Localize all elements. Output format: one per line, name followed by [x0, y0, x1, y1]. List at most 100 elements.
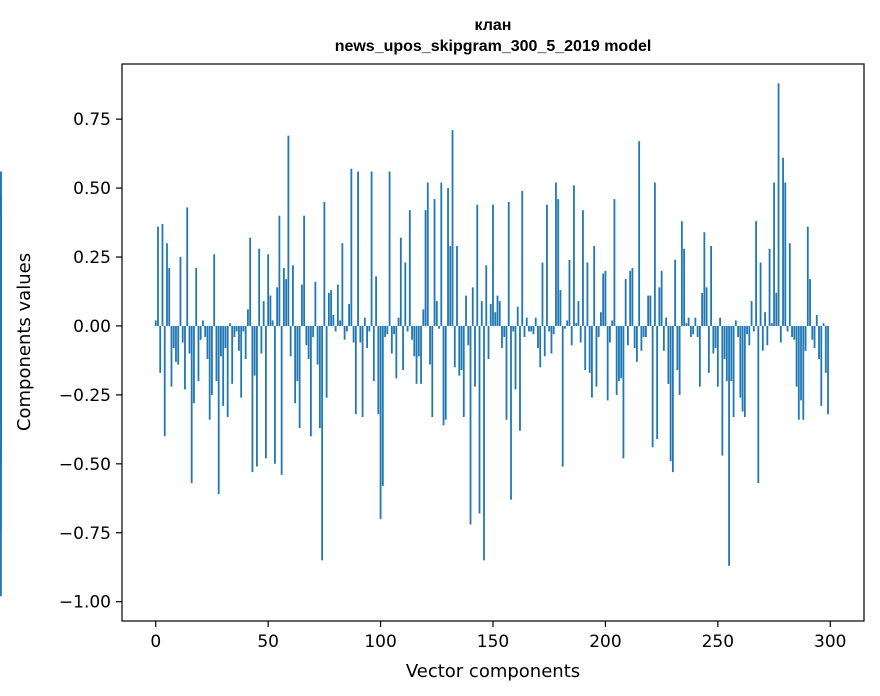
bar-223 — [656, 325, 659, 440]
bar-32 — [226, 325, 229, 417]
bar-218 — [645, 325, 647, 337]
bar-116 — [415, 325, 418, 384]
bar-160 — [514, 325, 517, 390]
bar-78 — [330, 290, 333, 326]
bar-67 — [305, 325, 308, 346]
bar-101 — [381, 325, 384, 486]
bar-206 — [618, 325, 620, 382]
bar-191 — [584, 325, 587, 371]
bar-61 — [291, 265, 294, 326]
bar-22 — [204, 325, 207, 337]
bar-241 — [696, 325, 699, 337]
bar-140 — [469, 325, 472, 525]
bar-91 — [359, 325, 362, 343]
bar-83 — [341, 243, 344, 326]
bar-9 — [175, 325, 177, 362]
chart-subtitle: news_upos_skipgram_300_5_2019 model — [335, 38, 652, 55]
bar-278 — [779, 325, 782, 343]
bar-180 — [559, 290, 562, 326]
bar-173 — [543, 325, 546, 357]
plot-frame — [121, 63, 865, 622]
bar-127 — [440, 182, 443, 326]
bar-58 — [285, 279, 288, 326]
bar-134 — [456, 245, 458, 326]
bar-233 — [678, 325, 681, 395]
bar-37 — [238, 325, 240, 351]
bar-26 — [213, 254, 216, 326]
bar-220 — [649, 295, 652, 326]
chart-title: клан — [475, 17, 512, 34]
bar-81 — [336, 284, 339, 326]
bar-187 — [575, 323, 578, 326]
bar-39 — [242, 325, 245, 332]
bar-264 — [748, 325, 751, 346]
bar-172 — [541, 262, 544, 326]
bar-112 — [406, 325, 409, 332]
y-tick-label: −0.75 — [59, 524, 111, 544]
bar-259 — [737, 325, 739, 337]
bar-1 — [157, 226, 159, 326]
bar-207 — [620, 325, 623, 379]
bar-245 — [705, 287, 708, 326]
bar-77 — [327, 292, 330, 326]
bar-122 — [429, 325, 431, 365]
bar-204 — [613, 199, 616, 326]
bar-30 — [222, 325, 225, 406]
bar-294 — [815, 314, 818, 326]
bar-0 — [154, 320, 157, 326]
x-axis: 0 50 100 150 200 250 300 — [150, 621, 846, 652]
bar-29 — [220, 325, 222, 357]
bar-215 — [638, 141, 641, 326]
bar-198 — [600, 312, 602, 326]
bar-94 — [366, 325, 368, 349]
bar-25 — [211, 325, 213, 395]
bar-284 — [793, 325, 796, 340]
bar-60 — [289, 325, 292, 357]
bar-11 — [179, 257, 182, 326]
bar-89 — [354, 325, 357, 415]
bar-87 — [350, 168, 353, 326]
bar-252 — [721, 325, 724, 456]
bar-154 — [501, 325, 503, 349]
bar-65 — [300, 284, 303, 326]
bar-200 — [604, 270, 607, 326]
bar-209 — [624, 279, 627, 326]
bar-3 — [161, 223, 164, 326]
bar-274 — [770, 323, 773, 326]
bar-48 — [262, 301, 265, 326]
bar-168 — [532, 325, 535, 335]
bar-86 — [348, 303, 350, 326]
bar-41 — [247, 309, 249, 326]
bar-297 — [822, 323, 825, 326]
bar-24 — [208, 325, 211, 420]
y-tick-label: −1.00 — [59, 593, 111, 613]
bar-17 — [193, 325, 195, 404]
bar-40 — [244, 325, 247, 360]
bar-69 — [309, 325, 312, 437]
bar-190 — [582, 210, 584, 326]
bar-257 — [732, 325, 735, 417]
bar-undefined — [0, 325, 2, 329]
bar-246 — [707, 325, 710, 373]
bar-201 — [606, 325, 609, 401]
bar-7 — [170, 325, 173, 387]
bar-38 — [240, 325, 243, 398]
bar-79 — [332, 314, 335, 326]
bar-123 — [431, 325, 434, 417]
bar-56 — [280, 325, 283, 475]
bar-107 — [395, 325, 398, 379]
bar-99 — [377, 325, 380, 415]
bar-229 — [669, 325, 672, 462]
bar-36 — [235, 325, 238, 332]
bar-247 — [710, 245, 712, 326]
x-tick-label: 150 — [477, 632, 509, 652]
bar-28 — [217, 325, 220, 495]
bar-240 — [694, 317, 697, 326]
y-tick-label: 0.00 — [73, 317, 111, 337]
x-tick-label: 200 — [589, 632, 621, 652]
bar-292 — [811, 325, 814, 340]
bar-132 — [451, 130, 454, 326]
bar-228 — [667, 325, 670, 384]
bar-265 — [750, 301, 753, 326]
bar-49 — [265, 325, 267, 459]
